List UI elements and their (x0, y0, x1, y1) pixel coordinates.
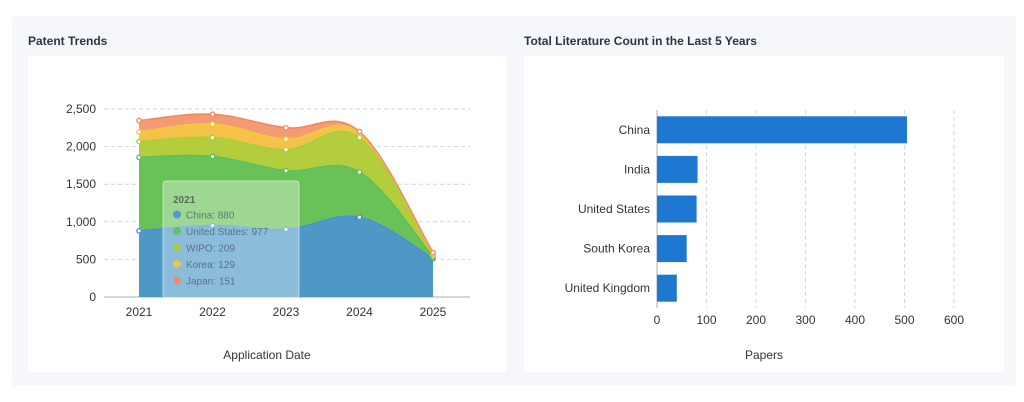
tooltip-dot (173, 277, 181, 285)
area-point (137, 118, 141, 122)
bar-united-kingdom (657, 275, 677, 302)
bar-category-label: South Korea (583, 242, 650, 256)
bar-x-axis-label: Papers (745, 348, 783, 362)
bar-south-korea (657, 235, 687, 262)
area-x-tick-label: 2024 (346, 305, 373, 319)
area-y-tick-label: 2,000 (66, 140, 96, 154)
area-y-tick-label: 1,500 (66, 177, 96, 191)
tooltip: 2021 China: 880 United States: 977 WIPO: 20… (163, 181, 299, 298)
area-x-tick-label: 2023 (273, 305, 300, 319)
bar-x-tick-label: 500 (894, 313, 914, 327)
area-point (137, 139, 141, 143)
area-y-ticks: 0 500 1,000 1,500 2,000 2,500 (66, 102, 96, 304)
area-point (210, 122, 214, 126)
bar-x-tick-label: 100 (696, 313, 716, 327)
bar-x-tick-label: 600 (944, 313, 964, 327)
bar-united-states (657, 196, 697, 223)
area-y-tick-label: 1,000 (66, 215, 96, 229)
area-y-tick-label: 500 (76, 252, 96, 266)
bar-category-label: China (619, 123, 651, 137)
area-point (284, 137, 288, 141)
tooltip-dot (173, 244, 181, 252)
bar-x-tick-label: 200 (746, 313, 766, 327)
tooltip-row-value: 977 (252, 227, 269, 238)
bar-category-label: United Kingdom (565, 281, 650, 295)
area-point (357, 170, 361, 174)
bar-category-label: United States (578, 202, 650, 216)
tooltip-row-label: Japan (186, 277, 213, 288)
area-x-tick-label: 2021 (126, 305, 153, 319)
bar-x-tick-label: 0 (654, 313, 661, 327)
bar-marks (657, 116, 907, 301)
tooltip-dot (173, 227, 181, 235)
tooltip-row: China: 880 (186, 211, 235, 222)
bar-category-label: India (624, 162, 650, 176)
tooltip-row-value: 209 (218, 244, 235, 255)
bar-x-ticks: 0 100 200 300 400 500 600 (654, 313, 965, 327)
tooltip-row: Korea: 129 (186, 260, 235, 271)
tooltip-row-value: 151 (219, 277, 236, 288)
area-x-axis-label: Application Date (223, 348, 311, 362)
bar-x-tick-label: 300 (795, 313, 815, 327)
tooltip-row-label: Korea (186, 260, 213, 271)
area-point (137, 155, 141, 159)
area-x-tick-label: 2022 (199, 305, 226, 319)
tooltip-row-label: United States (186, 227, 246, 238)
bar-category-labels: China India United States South Korea United… (565, 123, 651, 295)
tooltip-row-value: 129 (218, 260, 235, 271)
bar-x-tick-label: 400 (845, 313, 865, 327)
tooltip-row: Japan: 151 (186, 277, 236, 288)
area-y-tick-label: 0 (89, 290, 96, 304)
area-point (210, 135, 214, 139)
tooltip-title: 2021 (173, 195, 196, 206)
area-point (137, 130, 141, 134)
tooltip-dot (173, 260, 181, 268)
area-point (137, 229, 141, 233)
area-point (284, 126, 288, 130)
area-x-tick-label: 2025 (420, 305, 447, 319)
area-point (357, 135, 361, 139)
area-point (284, 168, 288, 172)
area-point (431, 250, 435, 254)
tooltip-row-value: 880 (218, 211, 235, 222)
tooltip-row-label: WIPO (186, 244, 213, 255)
tooltip-row-label: China (186, 211, 213, 222)
area-point (210, 154, 214, 158)
bar-china (657, 116, 907, 143)
area-x-ticks: 2021 2022 2023 2024 2025 (126, 305, 447, 319)
tooltip-row: WIPO: 209 (186, 244, 235, 255)
tooltip-dot (173, 211, 181, 219)
area-point (357, 215, 361, 219)
area-point (284, 147, 288, 151)
area-y-tick-label: 2,500 (66, 102, 96, 116)
tooltip-row: United States: 977 (186, 227, 269, 238)
bar-india (657, 156, 698, 183)
area-point (357, 129, 361, 133)
area-point (210, 112, 214, 116)
